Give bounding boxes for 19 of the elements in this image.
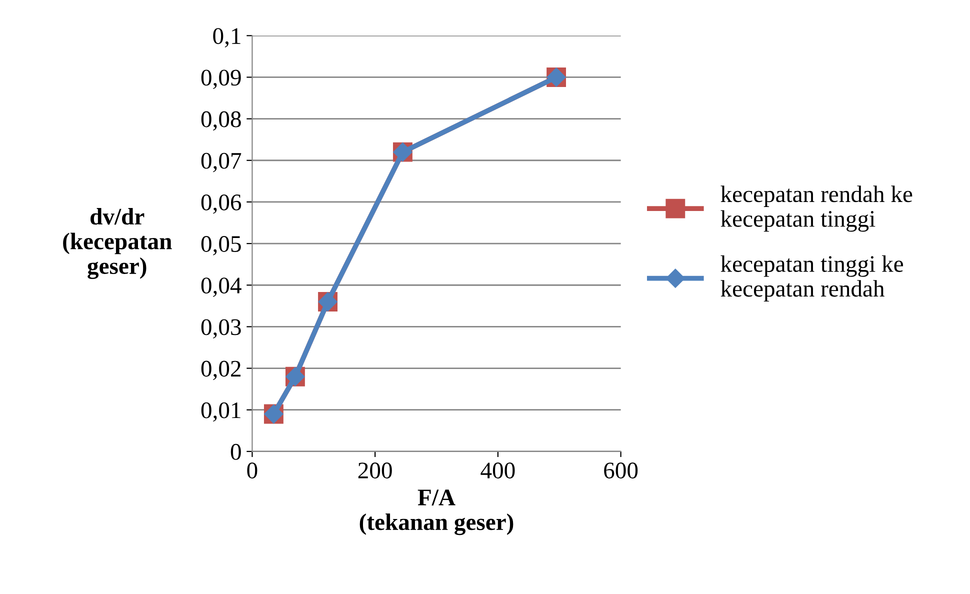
legend-label: kecepatan tinggi ke kecepatan rendah (720, 255, 903, 302)
x-tick-label: 0 (247, 462, 258, 478)
y-tick-label: 0,05 (201, 236, 241, 256)
legend-label: kecepatan rendah ke kecepatan tinggi (720, 186, 912, 232)
y-tick-label: 0,02 (201, 360, 240, 380)
x-tick-label: 600 (604, 462, 638, 478)
y-tick-label: 0,07 (201, 152, 242, 172)
y-tick-label: 0,1 (213, 28, 240, 48)
y-tick-label: 0,09 (201, 70, 241, 90)
y-tick-label: 0,04 (201, 278, 242, 297)
y-tick-label: 0 (230, 444, 241, 460)
x-tick-label: 200 (358, 462, 392, 478)
y-tick-label: 0,01 (201, 402, 240, 422)
y-tick-label: 0,06 (201, 194, 242, 214)
y-axis-title: dv/dr (kecepatan geser) (63, 208, 172, 280)
y-tick-label: 0,03 (201, 319, 241, 339)
x-tick-label: 400 (480, 462, 515, 478)
y-tick-label: 0,08 (201, 111, 241, 131)
x-axis-title: F/A (tekanan geser) (360, 490, 514, 536)
